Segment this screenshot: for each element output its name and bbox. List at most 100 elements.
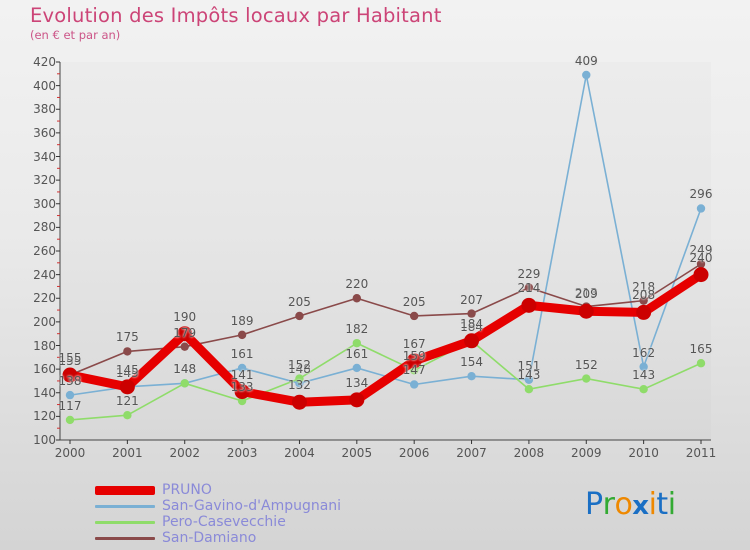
- data-point: [582, 70, 591, 80]
- data-point: [234, 384, 250, 400]
- data-point-label: 132: [288, 378, 311, 393]
- data-point-label: 182: [345, 322, 369, 337]
- x-axis-tick-label: 2007: [456, 446, 487, 460]
- data-point-label: 208: [632, 288, 656, 303]
- data-point: [524, 375, 534, 384]
- data-point: [295, 374, 304, 383]
- legend-item-3[interactable]: San-Damiano: [95, 530, 341, 546]
- x-axis-tick-label: 2001: [112, 446, 143, 460]
- y-axis-tick-label: 420: [33, 55, 56, 69]
- data-point: [65, 415, 75, 425]
- data-point-label: 184: [460, 319, 483, 334]
- data-point: [237, 396, 247, 406]
- data-point: [62, 367, 78, 383]
- data-point-label: 152: [574, 357, 598, 372]
- data-point-label: 214: [517, 281, 541, 296]
- data-point: [65, 390, 75, 400]
- legend-swatch: [95, 520, 155, 524]
- y-axis-tick-label: 100: [33, 433, 56, 447]
- data-point: [582, 374, 591, 383]
- data-point: [180, 379, 189, 388]
- data-point-label: 165: [689, 342, 713, 357]
- data-point-label: 240: [689, 250, 713, 265]
- data-point-label: 162: [632, 345, 656, 360]
- legend-item-2[interactable]: Pero-Casevecchie: [95, 514, 341, 530]
- series-line: [69, 339, 702, 421]
- series-0: [62, 267, 709, 410]
- data-point: [696, 359, 706, 368]
- data-point: [123, 410, 132, 420]
- logo-letter-3: x: [632, 491, 649, 521]
- data-point-label: 133: [230, 380, 254, 395]
- y-axis-tick-label: 180: [33, 338, 56, 353]
- data-point-label: 145: [115, 362, 139, 377]
- data-point: [464, 333, 480, 349]
- legend-swatch: [95, 536, 155, 540]
- data-point-label: 155: [58, 354, 82, 369]
- data-point: [237, 363, 247, 373]
- data-point: [639, 362, 648, 371]
- data-point-label: 161: [345, 346, 369, 361]
- data-point: [696, 259, 706, 269]
- logo-letter-2: o: [614, 487, 633, 522]
- chart-legend: PRUNO San-Gavino-d'Ampugnani Pero-Casevecc…: [95, 482, 341, 546]
- x-axis-tick-label: 2011: [685, 446, 717, 460]
- series-line: [65, 270, 706, 407]
- legend-swatch: [95, 504, 155, 508]
- x-axis-tick-label: 2000: [54, 446, 86, 460]
- y-axis-tick-label: 340: [33, 149, 56, 164]
- x-axis-tick-label: 2009: [570, 446, 602, 460]
- data-point-label: 143: [632, 368, 656, 383]
- legend-item-1[interactable]: San-Gavino-d'Ampugnani: [95, 498, 341, 514]
- x-axis-tick-label: 2008: [513, 446, 545, 460]
- x-axis: 2000 2001 2002 2003 2004 2005 2006 2007 2008 2009…: [55, 442, 717, 464]
- proxiti-logo: Proxiti: [585, 487, 676, 522]
- data-point-label: 229: [517, 266, 541, 281]
- data-point-label: 148: [288, 362, 311, 377]
- data-point-label: 151: [517, 358, 541, 373]
- data-point-label: 213: [574, 285, 598, 300]
- data-point-label: 121: [115, 394, 139, 409]
- logo-letter-0: P: [585, 487, 603, 522]
- data-point: [406, 353, 422, 369]
- chart-subtitle: (en € et par an): [30, 28, 121, 42]
- data-point: [639, 296, 648, 305]
- data-point-label: 147: [402, 363, 426, 378]
- data-point-label: 117: [58, 398, 82, 413]
- data-point: [237, 330, 247, 340]
- legend-label: San-Gavino-d'Ampugnani: [162, 498, 342, 514]
- data-point-label: 189: [230, 313, 254, 328]
- data-point-label: 152: [288, 357, 311, 372]
- data-point-label: 218: [632, 279, 656, 294]
- data-point: [180, 342, 189, 351]
- y-axis-tick-label: 240: [33, 267, 56, 282]
- legend-swatch: [95, 485, 155, 495]
- data-point: [291, 394, 307, 410]
- x-axis-tick-label: 2005: [341, 446, 373, 460]
- data-point: [578, 303, 594, 319]
- y-axis-tick-label: 360: [33, 125, 56, 140]
- legend-label: San-Damiano: [162, 530, 257, 546]
- data-point: [524, 385, 534, 394]
- legend-item-0[interactable]: PRUNO: [95, 482, 341, 498]
- data-point-label: 205: [402, 294, 426, 309]
- y-axis: 100 120 140 160 180 200 220 240 260 280 300 320 340 3…: [0, 55, 56, 447]
- data-point-label: 154: [460, 355, 483, 370]
- data-point: [467, 309, 476, 318]
- data-point: [352, 363, 362, 373]
- data-point-label: 207: [460, 292, 483, 307]
- y-axis-tick-label: 120: [33, 409, 56, 424]
- data-point: [467, 372, 476, 381]
- data-point-label: 159: [402, 349, 426, 364]
- data-point-label: 134: [345, 375, 369, 390]
- x-axis-tick-label: 2006: [398, 446, 430, 460]
- data-point: [295, 311, 304, 321]
- logo-letter-1: r: [602, 487, 615, 522]
- y-axis-tick-label: 320: [33, 173, 56, 188]
- data-point-label: 155: [58, 351, 82, 366]
- data-point-label: 220: [345, 277, 369, 292]
- series-canvas: [56, 61, 711, 444]
- y-axis-tick-label: 260: [33, 244, 56, 258]
- data-point-label: 161: [230, 346, 254, 361]
